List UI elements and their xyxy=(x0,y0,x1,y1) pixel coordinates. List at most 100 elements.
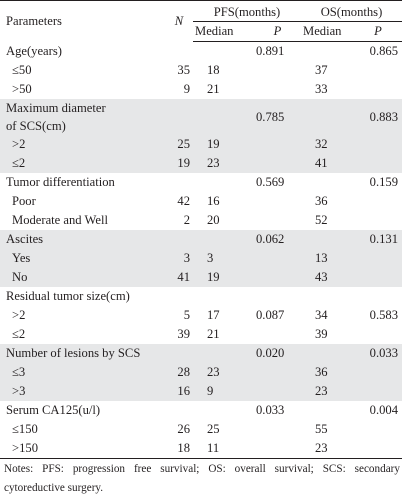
table-row: ≤50 35 18 37 xyxy=(0,61,402,80)
os-median-cell: 23 xyxy=(301,439,354,459)
row-label: No xyxy=(0,268,165,287)
header-os: OS(months) xyxy=(301,0,402,22)
group-label: Number of lesions by SCS xyxy=(0,344,165,363)
n-cell xyxy=(165,173,193,192)
pfs-p-cell xyxy=(254,61,301,80)
n-cell: 16 xyxy=(165,382,193,401)
table-row: Maximum diameter of SCS(cm) 0.785 0.883 xyxy=(0,99,402,135)
pfs-p-cell xyxy=(254,268,301,287)
n-cell: 42 xyxy=(177,194,190,208)
os-median-cell xyxy=(301,287,354,306)
os-p-cell xyxy=(354,268,402,287)
pfs-p-cell xyxy=(254,325,301,344)
pfs-p-cell: 0.087 xyxy=(256,308,285,322)
n-cell: 3 xyxy=(165,249,193,268)
os-median-cell: 34 xyxy=(315,308,328,322)
table-row: >150 18 11 23 xyxy=(0,439,402,459)
table-notes: Notes: PFS: progression free survival; O… xyxy=(4,463,400,494)
n-cell: 25 xyxy=(165,135,193,154)
pfs-median-cell: 25 xyxy=(207,422,220,436)
os-median-cell xyxy=(301,42,354,62)
row-label: ≤150 xyxy=(12,422,38,436)
pfs-p-cell: 0.569 xyxy=(256,175,285,189)
os-p-cell xyxy=(354,249,402,268)
table-row: >2 5 17 0.087 34 0.583 xyxy=(0,306,402,325)
pfs-p-cell xyxy=(254,211,301,230)
pfs-p-cell: 0.062 xyxy=(254,230,301,249)
os-p-cell xyxy=(354,154,402,173)
pfs-median-cell xyxy=(193,42,254,62)
os-p-cell xyxy=(354,287,402,306)
n-cell: 35 xyxy=(177,63,190,77)
table-row: >2 25 19 32 xyxy=(0,135,402,154)
group-label: Ascites xyxy=(0,230,165,249)
table-row: Yes 3 3 13 xyxy=(0,249,402,268)
n-cell: 19 xyxy=(165,154,193,173)
header-pfs: PFS(months) xyxy=(193,0,301,22)
survival-table: Parameters N PFS(months) OS(months) Medi… xyxy=(0,0,402,459)
group-label: Serum CA125(u/l) xyxy=(0,401,165,420)
pfs-p-cell xyxy=(254,363,301,382)
group-label-line: Age(years) xyxy=(6,43,62,58)
n-cell xyxy=(165,401,193,420)
group-label-line: Ascites xyxy=(6,232,44,246)
row-label: ≤2 xyxy=(12,327,26,341)
header-n: N xyxy=(165,0,193,42)
table-row: ≤3 28 23 36 xyxy=(0,363,402,382)
pfs-median-cell: 18 xyxy=(207,63,220,77)
pfs-median-cell: 19 xyxy=(193,135,254,154)
os-median-cell: 33 xyxy=(315,82,328,96)
os-p-cell xyxy=(354,420,402,439)
row-label: Yes xyxy=(0,249,165,268)
table-row: Tumor differentiation 0.569 0.159 xyxy=(0,173,402,192)
table-body: Age(years) 0.891 0.865 ≤50 35 18 37 >50 9 21 33 Max… xyxy=(0,42,402,459)
n-cell xyxy=(165,287,193,306)
os-p-cell: 0.131 xyxy=(354,230,402,249)
table-row: Ascites 0.062 0.131 xyxy=(0,230,402,249)
pfs-p-cell xyxy=(254,135,301,154)
pfs-median-cell: 3 xyxy=(193,249,254,268)
n-cell: 5 xyxy=(183,308,190,322)
pfs-median-cell xyxy=(193,99,254,135)
os-median-cell xyxy=(301,230,354,249)
pfs-p-cell xyxy=(254,420,301,439)
table-row: ≤150 26 25 55 xyxy=(0,420,402,439)
row-label: ≤2 xyxy=(0,154,165,173)
n-cell: 39 xyxy=(177,327,190,341)
pfs-median-cell xyxy=(193,173,254,192)
table-row: Number of lesions by SCS 0.020 0.033 xyxy=(0,344,402,363)
n-cell: 28 xyxy=(165,363,193,382)
pfs-median-cell xyxy=(193,287,254,306)
pfs-p-cell xyxy=(254,80,301,99)
table-row: ≤2 19 23 41 xyxy=(0,154,402,173)
group-label-line: Residual tumor size(cm) xyxy=(6,289,130,303)
os-median-cell: 39 xyxy=(315,327,328,341)
pfs-median-cell xyxy=(193,401,254,420)
table-row: >3 16 9 23 xyxy=(0,382,402,401)
pfs-p-cell xyxy=(254,382,301,401)
group-label: Residual tumor size(cm) xyxy=(0,287,165,306)
group-label-line: of SCS(cm) xyxy=(6,119,66,133)
row-label: >50 xyxy=(12,82,32,96)
os-median-cell: 43 xyxy=(301,268,354,287)
os-p-cell: 0.033 xyxy=(354,344,402,363)
table-row: ≤2 39 21 39 xyxy=(0,325,402,344)
pfs-median-cell: 17 xyxy=(207,308,220,322)
n-cell xyxy=(165,230,193,249)
pfs-median-cell: 9 xyxy=(193,382,254,401)
group-label: Tumor differentiation xyxy=(0,173,165,192)
n-cell xyxy=(165,42,193,62)
n-cell: 26 xyxy=(177,422,190,436)
os-median-cell xyxy=(301,401,354,420)
pfs-median-cell: 16 xyxy=(207,194,220,208)
n-cell: 18 xyxy=(165,439,193,459)
os-median-cell: 52 xyxy=(315,213,328,227)
pfs-median-cell xyxy=(193,230,254,249)
pfs-p-cell xyxy=(254,249,301,268)
group-label-line: Serum CA125(u/l) xyxy=(6,403,101,417)
os-p-cell xyxy=(354,192,402,211)
table-row: Residual tumor size(cm) xyxy=(0,287,402,306)
group-label-line: Maximum diameter xyxy=(6,101,106,115)
group-label: Maximum diameter of SCS(cm) xyxy=(0,99,165,135)
pfs-median-cell: 11 xyxy=(193,439,254,459)
